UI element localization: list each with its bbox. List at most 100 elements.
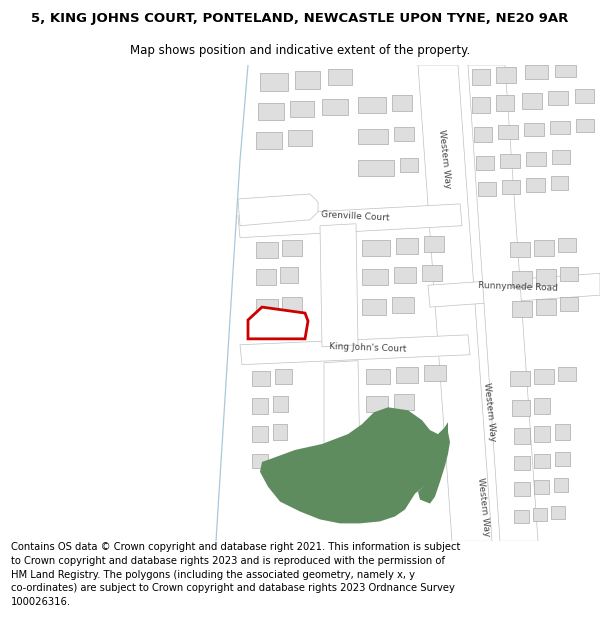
- Polygon shape: [396, 367, 418, 382]
- Text: Contains OS data © Crown copyright and database right 2021. This information is : Contains OS data © Crown copyright and d…: [11, 542, 460, 607]
- Polygon shape: [362, 299, 386, 315]
- Polygon shape: [290, 101, 314, 117]
- Polygon shape: [260, 73, 288, 91]
- Polygon shape: [252, 454, 268, 468]
- Polygon shape: [524, 122, 544, 136]
- Polygon shape: [260, 408, 450, 523]
- Polygon shape: [275, 369, 292, 384]
- Polygon shape: [536, 269, 556, 285]
- Polygon shape: [522, 92, 542, 109]
- Polygon shape: [394, 126, 414, 141]
- Polygon shape: [514, 509, 529, 523]
- Polygon shape: [280, 268, 298, 283]
- Polygon shape: [366, 369, 390, 384]
- Polygon shape: [558, 238, 576, 251]
- Polygon shape: [424, 364, 446, 381]
- Polygon shape: [282, 297, 302, 313]
- Polygon shape: [525, 65, 548, 79]
- Polygon shape: [552, 151, 570, 164]
- Polygon shape: [252, 371, 270, 386]
- Polygon shape: [514, 456, 530, 470]
- Polygon shape: [514, 428, 530, 444]
- Polygon shape: [555, 452, 570, 466]
- Polygon shape: [534, 426, 550, 442]
- Text: Western Way: Western Way: [437, 129, 452, 189]
- Text: Runnymede Road: Runnymede Road: [478, 281, 558, 293]
- Polygon shape: [534, 480, 549, 494]
- Text: Grenville Court: Grenville Court: [320, 209, 389, 222]
- Polygon shape: [366, 396, 388, 412]
- Polygon shape: [418, 65, 492, 541]
- Polygon shape: [392, 95, 412, 111]
- Polygon shape: [362, 239, 390, 256]
- Polygon shape: [560, 297, 578, 311]
- Polygon shape: [358, 160, 394, 176]
- Polygon shape: [496, 67, 516, 83]
- Polygon shape: [424, 236, 444, 251]
- Polygon shape: [252, 426, 268, 442]
- Polygon shape: [474, 126, 492, 142]
- Text: 5, KING JOHNS COURT, PONTELAND, NEWCASTLE UPON TYNE, NE20 9AR: 5, KING JOHNS COURT, PONTELAND, NEWCASTL…: [31, 12, 569, 25]
- Polygon shape: [396, 238, 418, 254]
- Polygon shape: [256, 132, 282, 149]
- Polygon shape: [238, 204, 462, 238]
- Polygon shape: [534, 239, 554, 256]
- Polygon shape: [268, 321, 296, 335]
- Text: Western Way: Western Way: [476, 477, 491, 536]
- Polygon shape: [555, 424, 570, 440]
- Polygon shape: [324, 361, 360, 480]
- Polygon shape: [496, 95, 514, 111]
- Polygon shape: [320, 224, 358, 347]
- Polygon shape: [550, 121, 570, 134]
- Polygon shape: [472, 97, 490, 112]
- Polygon shape: [288, 131, 312, 146]
- Polygon shape: [558, 367, 576, 381]
- Polygon shape: [575, 89, 594, 102]
- Polygon shape: [238, 194, 318, 226]
- Polygon shape: [282, 239, 302, 256]
- Polygon shape: [328, 69, 352, 85]
- Polygon shape: [554, 478, 568, 492]
- Polygon shape: [526, 178, 545, 192]
- Polygon shape: [476, 156, 494, 170]
- Polygon shape: [502, 180, 520, 194]
- Polygon shape: [468, 65, 538, 541]
- Polygon shape: [422, 266, 442, 281]
- Polygon shape: [295, 71, 320, 89]
- Polygon shape: [526, 152, 546, 166]
- Polygon shape: [362, 269, 388, 285]
- Polygon shape: [548, 91, 568, 104]
- Polygon shape: [392, 297, 414, 313]
- Polygon shape: [366, 424, 386, 440]
- Polygon shape: [536, 299, 556, 315]
- Polygon shape: [248, 307, 308, 339]
- Text: Map shows position and indicative extent of the property.: Map shows position and indicative extent…: [130, 44, 470, 58]
- Polygon shape: [512, 271, 532, 288]
- Polygon shape: [240, 335, 470, 364]
- Polygon shape: [258, 102, 284, 119]
- Polygon shape: [534, 454, 550, 468]
- Polygon shape: [512, 401, 530, 416]
- Polygon shape: [576, 119, 594, 132]
- Text: Western Way: Western Way: [482, 382, 497, 442]
- Polygon shape: [392, 422, 410, 438]
- Polygon shape: [551, 176, 568, 190]
- Text: King John's Court: King John's Court: [329, 342, 407, 354]
- Polygon shape: [273, 424, 287, 440]
- Polygon shape: [534, 398, 550, 414]
- Polygon shape: [512, 301, 532, 317]
- Polygon shape: [551, 506, 565, 519]
- Polygon shape: [252, 398, 268, 414]
- Polygon shape: [256, 269, 276, 285]
- Polygon shape: [478, 182, 496, 196]
- Polygon shape: [472, 69, 490, 85]
- Polygon shape: [498, 124, 518, 139]
- Polygon shape: [428, 273, 600, 307]
- Polygon shape: [394, 268, 416, 283]
- Polygon shape: [533, 508, 547, 521]
- Polygon shape: [358, 97, 386, 112]
- Polygon shape: [560, 268, 578, 281]
- Polygon shape: [500, 154, 520, 168]
- Polygon shape: [534, 369, 554, 384]
- Polygon shape: [256, 242, 278, 259]
